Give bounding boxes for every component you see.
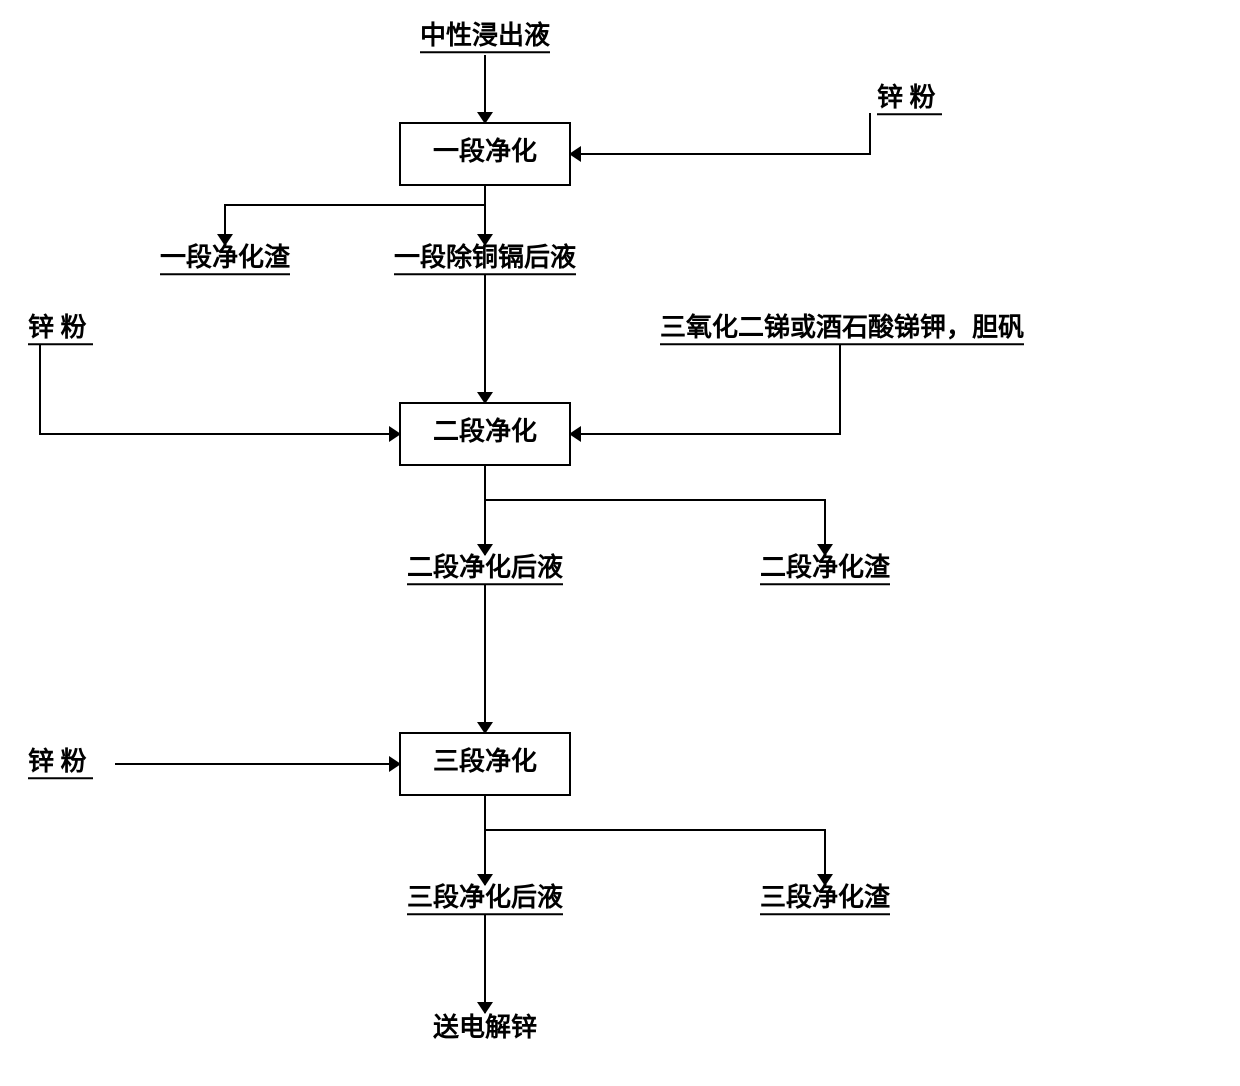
zinc_left2-label: 锌 粉 <box>28 747 87 776</box>
arrow <box>485 830 825 885</box>
input_top-label: 中性浸出液 <box>420 21 550 50</box>
zinc_left-label: 锌 粉 <box>28 313 87 342</box>
arrow <box>570 113 870 154</box>
sb_reagent-label: 三氧化二锑或酒石酸锑钾，胆矾 <box>660 313 1024 342</box>
arrow <box>570 345 840 434</box>
residue3-label: 三段净化渣 <box>760 882 891 912</box>
arrow <box>225 205 485 245</box>
arrow <box>485 500 825 555</box>
zinc_top-label: 锌 粉 <box>877 83 936 112</box>
stage2_box-label: 二段净化 <box>433 416 537 446</box>
liquor1-label: 一段除铜镉后液 <box>394 242 576 272</box>
output-label: 送电解锌 <box>433 1013 537 1042</box>
liquor3-label: 三段净化后液 <box>407 882 563 912</box>
flowchart: 中性浸出液锌 粉一段净化一段净化渣一段除铜镉后液锌 粉三氧化二锑或酒石酸锑钾，胆… <box>0 0 1240 1086</box>
arrow <box>40 345 400 434</box>
residue2-label: 二段净化渣 <box>760 552 891 582</box>
liquor2-label: 二段净化后液 <box>407 552 563 582</box>
stage1_box-label: 一段净化 <box>433 136 537 166</box>
residue1-label: 一段净化渣 <box>160 242 291 272</box>
stage3_box-label: 三段净化 <box>433 746 537 776</box>
